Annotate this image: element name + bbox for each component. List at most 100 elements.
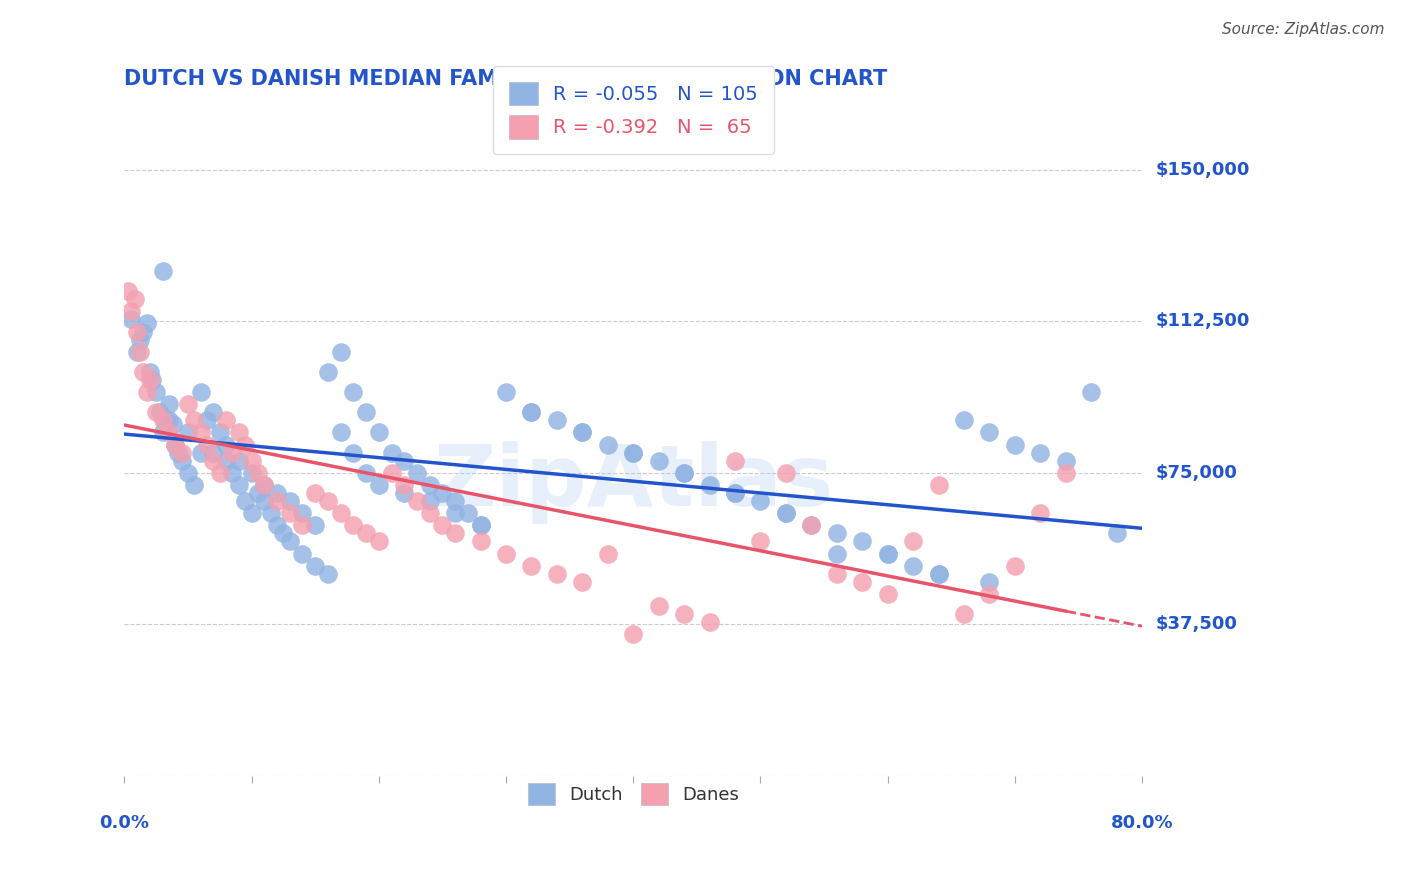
Text: $150,000: $150,000 [1156, 161, 1250, 179]
Point [1105, 526, 1128, 541]
Point [153, 413, 176, 427]
Point [546, 566, 568, 581]
Point [621, 445, 644, 459]
Point [246, 486, 269, 500]
Point [125, 344, 148, 359]
Point [380, 466, 402, 480]
Point [749, 494, 772, 508]
Point [444, 494, 467, 508]
Point [152, 425, 174, 440]
Point [215, 437, 238, 451]
Point [124, 292, 146, 306]
Point [419, 478, 441, 492]
Point [162, 417, 184, 432]
Point [291, 518, 314, 533]
Point [979, 587, 1001, 601]
Point [221, 466, 243, 480]
Point [406, 494, 429, 508]
Point [724, 486, 747, 500]
Point [208, 466, 231, 480]
Point [316, 365, 339, 379]
Point [240, 453, 263, 467]
Point [800, 518, 823, 533]
Point [394, 478, 416, 492]
Point [202, 445, 225, 459]
Text: ZipAtlas: ZipAtlas [433, 441, 834, 524]
Point [215, 413, 238, 427]
Point [190, 385, 212, 400]
Point [406, 466, 429, 480]
Point [266, 518, 288, 533]
Point [825, 547, 848, 561]
Point [152, 413, 174, 427]
Point [141, 373, 163, 387]
Point [233, 437, 256, 451]
Point [157, 397, 180, 411]
Point [329, 344, 352, 359]
Point [157, 425, 180, 440]
Point [673, 607, 696, 621]
Point [673, 466, 696, 480]
Point [177, 397, 200, 411]
Text: $37,500: $37,500 [1156, 615, 1237, 633]
Point [120, 312, 142, 326]
Point [342, 518, 364, 533]
Point [953, 413, 976, 427]
Point [673, 466, 696, 480]
Point [170, 453, 193, 467]
Point [1004, 558, 1026, 573]
Point [145, 405, 167, 419]
Point [145, 385, 167, 400]
Point [1029, 445, 1052, 459]
Point [329, 506, 352, 520]
Point [329, 425, 352, 440]
Point [128, 344, 150, 359]
Point [876, 547, 898, 561]
Point [165, 437, 187, 451]
Point [928, 478, 950, 492]
Point [177, 466, 200, 480]
Point [354, 526, 377, 541]
Point [444, 506, 467, 520]
Point [157, 413, 180, 427]
Point [775, 506, 797, 520]
Point [132, 325, 155, 339]
Point [240, 466, 263, 480]
Point [419, 494, 441, 508]
Point [253, 494, 276, 508]
Point [183, 413, 205, 427]
Point [120, 304, 142, 318]
Point [596, 547, 619, 561]
Point [901, 534, 924, 549]
Point [979, 425, 1001, 440]
Point [444, 526, 467, 541]
Point [278, 506, 301, 520]
Point [240, 506, 263, 520]
Point [342, 445, 364, 459]
Point [165, 437, 187, 451]
Point [419, 506, 441, 520]
Point [117, 284, 139, 298]
Point [291, 506, 314, 520]
Point [246, 466, 269, 480]
Point [273, 526, 295, 541]
Point [136, 385, 159, 400]
Point [177, 425, 200, 440]
Point [432, 486, 454, 500]
Point [170, 445, 193, 459]
Point [470, 518, 492, 533]
Point [724, 486, 747, 500]
Point [432, 518, 454, 533]
Point [215, 453, 238, 467]
Point [851, 574, 873, 589]
Point [190, 445, 212, 459]
Point [253, 478, 276, 492]
Point [495, 547, 517, 561]
Point [928, 566, 950, 581]
Point [202, 405, 225, 419]
Point [183, 478, 205, 492]
Text: Source: ZipAtlas.com: Source: ZipAtlas.com [1222, 22, 1385, 37]
Text: 80.0%: 80.0% [1111, 814, 1174, 832]
Point [304, 518, 326, 533]
Point [278, 494, 301, 508]
